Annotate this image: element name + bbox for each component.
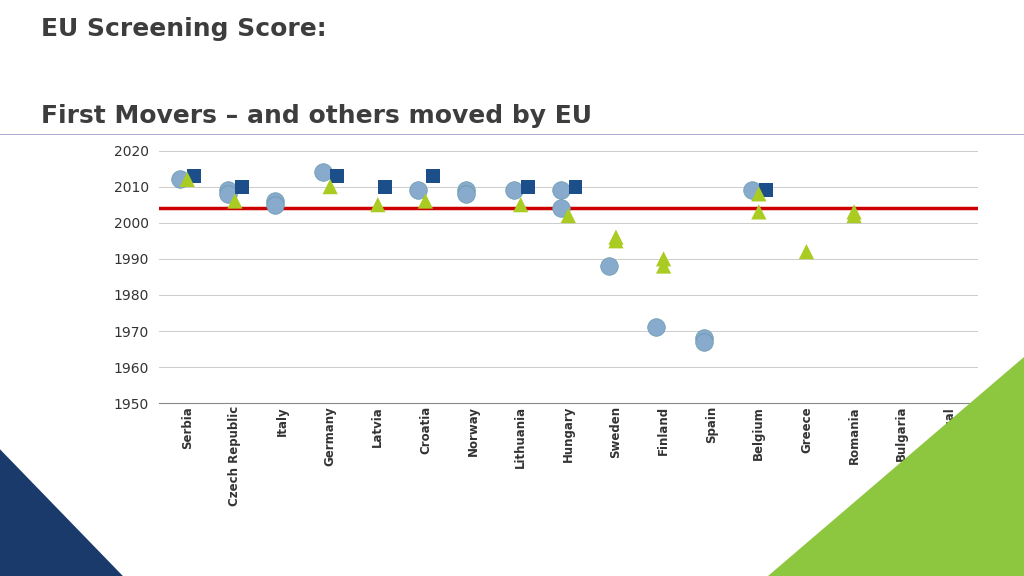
Point xyxy=(172,175,188,184)
Point xyxy=(314,168,331,177)
Point xyxy=(179,175,196,184)
Point xyxy=(799,247,815,256)
Point xyxy=(758,185,774,195)
Point xyxy=(219,190,236,199)
Point xyxy=(696,334,713,343)
Point xyxy=(267,196,284,206)
Point xyxy=(553,204,569,213)
Point xyxy=(553,185,569,195)
Point xyxy=(751,207,767,217)
Point xyxy=(424,171,440,180)
Point xyxy=(322,182,338,191)
Point xyxy=(219,185,236,195)
Point xyxy=(696,337,713,346)
Point xyxy=(601,262,617,271)
Text: EU Screening Score:: EU Screening Score: xyxy=(41,17,327,41)
Point xyxy=(519,182,536,191)
Point xyxy=(377,182,393,191)
Point xyxy=(512,200,528,209)
Point xyxy=(560,211,577,220)
Point xyxy=(226,196,243,206)
Point xyxy=(846,211,862,220)
Point xyxy=(186,171,203,180)
Point xyxy=(743,185,760,195)
Point xyxy=(751,190,767,199)
Point xyxy=(370,200,386,209)
Text: First Movers – and others moved by EU: First Movers – and others moved by EU xyxy=(41,104,592,128)
Point xyxy=(458,190,474,199)
Polygon shape xyxy=(768,357,1024,576)
Point xyxy=(655,262,672,271)
Point xyxy=(267,200,284,209)
Point xyxy=(458,185,474,195)
Point xyxy=(233,182,250,191)
Point xyxy=(846,207,862,217)
Point xyxy=(655,254,672,263)
Polygon shape xyxy=(0,449,123,576)
Point xyxy=(608,236,625,245)
Point xyxy=(417,196,433,206)
Point xyxy=(648,323,665,332)
Point xyxy=(329,171,345,180)
Point xyxy=(506,185,522,195)
Point xyxy=(608,233,625,242)
Point xyxy=(410,185,426,195)
Point xyxy=(567,182,584,191)
